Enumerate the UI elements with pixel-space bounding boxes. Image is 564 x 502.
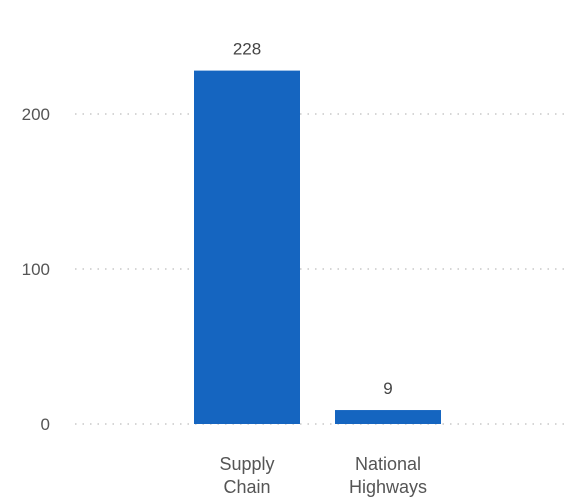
data-label-supply-chain: 228 [233, 40, 261, 59]
category-labels: Supply Chain National Highways [219, 454, 427, 497]
x-tick-label-line: National [355, 454, 421, 474]
bar-national-highways[interactable] [335, 410, 441, 424]
x-tick-label-line: Chain [223, 477, 270, 497]
x-tick-label-line: Supply [219, 454, 274, 474]
y-tick-label-0: 0 [41, 415, 50, 434]
data-labels: 228 9 [233, 40, 393, 398]
x-tick-label-national-highways: National Highways [349, 454, 427, 497]
gridlines [75, 113, 564, 425]
x-tick-label-line: Highways [349, 477, 427, 497]
y-tick-label-200: 200 [22, 105, 50, 124]
x-tick-label-supply-chain: Supply Chain [219, 454, 274, 497]
bar-supply-chain[interactable] [194, 70, 300, 424]
bars [194, 70, 441, 424]
data-label-national-highways: 9 [383, 379, 392, 398]
y-axis-ticks: 0 100 200 [22, 105, 50, 434]
y-tick-label-100: 100 [22, 260, 50, 279]
